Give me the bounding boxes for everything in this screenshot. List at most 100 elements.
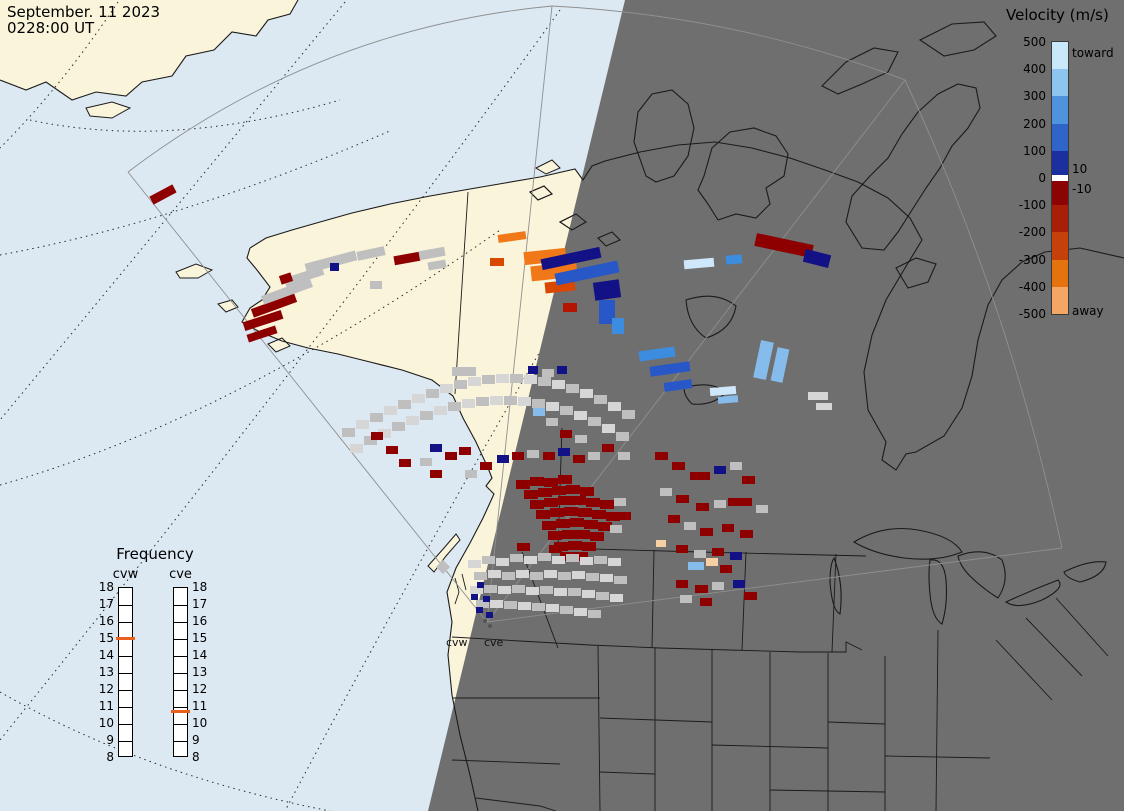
- echo-cell: [430, 470, 442, 478]
- echo-cell: [512, 585, 525, 593]
- velocity-tick-label: 100: [1023, 143, 1046, 158]
- velocity-tick-label: -100: [1018, 198, 1046, 213]
- echo-cell: [546, 418, 558, 426]
- date-label: September. 11 2023: [7, 3, 161, 21]
- border-us-mexico: [475, 797, 557, 811]
- echo-cell: [540, 586, 553, 594]
- echo-cell: [465, 470, 477, 478]
- velocity-tick-label: -400: [1018, 279, 1046, 294]
- echo-cell: [524, 556, 537, 564]
- echo-cell: [700, 598, 712, 606]
- velocity-tick-label: 300: [1023, 89, 1046, 104]
- frequency-tick-line: [174, 723, 187, 725]
- echo-cell: [694, 550, 706, 558]
- echo-cell: [330, 263, 339, 271]
- border-us-canada: [451, 636, 863, 653]
- echo-cell: [532, 603, 545, 611]
- echo-cell: [655, 452, 668, 460]
- echo-cell: [504, 396, 517, 405]
- echo-cell: [364, 436, 377, 445]
- island-arctic-d: [597, 231, 621, 247]
- echo-cell: [700, 528, 713, 536]
- echo-cell: [712, 582, 724, 590]
- frequency-tick-label: 17: [98, 597, 114, 611]
- echo-cell: [527, 450, 539, 458]
- echo-cell: [590, 532, 604, 541]
- echo-cell: [558, 572, 571, 580]
- frequency-tick-label: 9: [106, 733, 114, 747]
- echo-cell: [709, 385, 737, 397]
- echo-cell: [434, 406, 447, 415]
- echo-cell: [568, 541, 582, 550]
- frequency-tick-line: [174, 672, 187, 674]
- echo-cell: [524, 490, 538, 499]
- frequency-tick-line: [119, 723, 132, 725]
- echo-cell: [586, 498, 600, 507]
- echo-cell: [574, 552, 588, 561]
- echo-cell: [544, 570, 557, 578]
- echo-cell: [149, 184, 177, 205]
- echo-cell: [566, 384, 579, 393]
- echo-cell: [684, 522, 696, 530]
- state-border-line: [711, 744, 829, 749]
- echo-cell: [468, 377, 481, 386]
- echo-cell: [482, 556, 495, 564]
- velocity-colorbar-segment: [1052, 69, 1068, 97]
- radar-fov-line: [486, 5, 553, 623]
- graticule-parallel: [0, 691, 331, 811]
- echo-cell: [242, 310, 284, 331]
- island-devon: [821, 47, 899, 95]
- echo-cell: [278, 272, 294, 285]
- echo-cell: [542, 369, 554, 377]
- echo-cell: [490, 600, 503, 608]
- political-borders: [451, 191, 1109, 811]
- lake-superior: [852, 527, 963, 560]
- echo-cell: [582, 542, 596, 551]
- echo-cell: [490, 396, 503, 405]
- echo-cell: [471, 594, 478, 600]
- echo-cell: [517, 543, 530, 551]
- frequency-column-label-cve: cve: [169, 567, 192, 582]
- echo-cell: [546, 402, 559, 411]
- echo-cell: [552, 486, 566, 495]
- echo-cell: [598, 522, 612, 531]
- echo-cell: [445, 452, 457, 460]
- velocity-legend: Velocity (m/s) 500 400 300 200 100 0 -100 -200 -…: [1000, 6, 1124, 338]
- echo-cell: [816, 403, 832, 410]
- echo-cell: [568, 588, 581, 596]
- echo-cell: [722, 524, 734, 532]
- frequency-tick-line: [119, 604, 132, 606]
- echo-cell: [452, 367, 476, 376]
- echo-cell: [610, 594, 623, 602]
- frequency-tick-line: [119, 689, 132, 691]
- echo-cell: [558, 496, 572, 505]
- frequency-tick-label: 11: [98, 699, 114, 713]
- echo-cell: [538, 553, 551, 561]
- echo-cell: [510, 554, 523, 562]
- velocity-colorbar-segment: [1052, 42, 1068, 70]
- echo-cell: [572, 496, 586, 505]
- echo-cell: [717, 395, 739, 404]
- echo-cell: [566, 485, 580, 494]
- echo-cell: [406, 416, 419, 425]
- echo-cell: [602, 424, 615, 433]
- echo-cell: [544, 498, 558, 507]
- coast-puget-sound: [461, 573, 467, 591]
- coastline-arctic-hudson: [249, 141, 1124, 471]
- velocity-colorbar-segment: [1052, 205, 1068, 233]
- echo-cell: [770, 347, 790, 383]
- echo-cell: [576, 530, 590, 539]
- echo-cell: [528, 366, 538, 374]
- echo-cell: [608, 558, 621, 566]
- echo-cell: [378, 429, 391, 438]
- state-border-line: [599, 771, 656, 775]
- echo-cell: [497, 231, 527, 243]
- state-border-line: [451, 759, 561, 765]
- state-border-line: [884, 755, 991, 759]
- echo-cell: [418, 246, 446, 261]
- echo-cell: [706, 558, 718, 566]
- echo-cell: [572, 571, 585, 579]
- echo-cell: [676, 545, 688, 553]
- echo-cell: [435, 559, 451, 575]
